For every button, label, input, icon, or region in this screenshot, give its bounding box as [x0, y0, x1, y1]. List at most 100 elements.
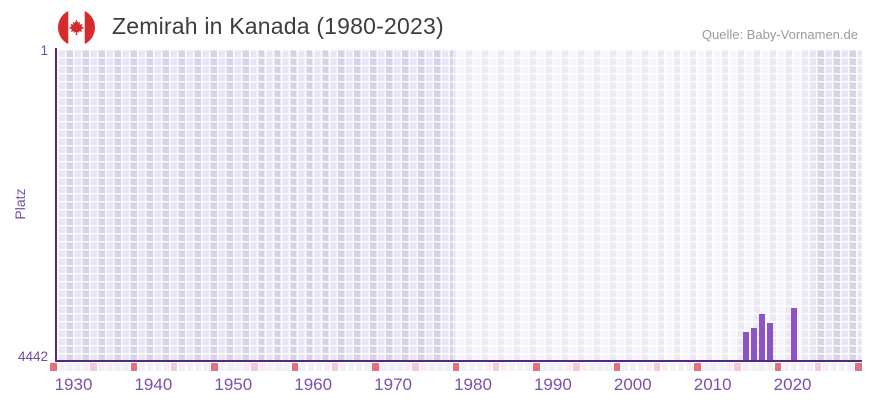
axis-strip-cell [597, 363, 604, 371]
axis-strip-cell [838, 363, 846, 371]
axis-strip-cell [202, 363, 210, 371]
x-tick-1950: 1950 [214, 375, 253, 394]
axis-strip-cell [629, 363, 637, 371]
axis-strip-cell [66, 363, 73, 371]
axis-strip-cell [661, 363, 669, 371]
axis-strip-cell [420, 363, 427, 371]
x-tick-1970: 1970 [374, 375, 413, 394]
axis-strip-cell [380, 363, 387, 371]
page-title: Zemirah in Kanada (1980-2023) [112, 13, 444, 39]
axis-strip-cell [806, 363, 814, 371]
axis-strip-cell [637, 363, 645, 371]
bar-2016[interactable] [758, 313, 766, 360]
axis-strip-cell [766, 363, 774, 371]
axis-strip-cell [170, 363, 178, 371]
x-tick-1990: 1990 [533, 375, 572, 394]
axis-strip-cell [275, 363, 282, 371]
axis-strip-cell [388, 363, 395, 371]
axis-strip-cell [291, 363, 299, 371]
bar-2015[interactable] [750, 327, 758, 360]
axis-strip-cell [581, 363, 588, 371]
axis-strip-cell [363, 363, 371, 371]
axis-strip-cell [283, 363, 291, 371]
axis-strip-cell [50, 363, 57, 371]
axis-strip-cell [428, 363, 435, 371]
y-tick-max: 4442 [17, 349, 48, 364]
axis-strip-cell [718, 363, 725, 371]
axis-strip-cell [98, 363, 105, 371]
axis-strip-cell [790, 363, 798, 371]
axis-strip-cell [468, 363, 476, 371]
axis-strip-cell [194, 363, 202, 371]
axis-strip-cell [106, 363, 113, 371]
axis-strip-cell [476, 363, 484, 371]
axis-strip-cell [235, 363, 242, 371]
axis-strip-cell [500, 363, 508, 371]
bar-2017[interactable] [766, 322, 774, 360]
axis-strip-cell [114, 363, 121, 371]
axis-strip-cell [339, 363, 347, 371]
axis-strip-cell [814, 363, 822, 371]
axis-strip-cell [307, 363, 315, 371]
axis-strip-cell [613, 363, 621, 371]
x-tick-2020: 2020 [773, 375, 812, 394]
axis-strip-cell [315, 363, 323, 371]
axis-strip-cell [82, 363, 89, 371]
axis-strip-cell [645, 363, 653, 371]
axis-strip-cell [331, 363, 339, 371]
axis-strip-cell [122, 363, 130, 371]
source-attribution: Quelle: Baby-Vornamen.de [701, 27, 858, 42]
axis-strip-cell [750, 363, 757, 371]
axis-strip-cell [162, 363, 170, 371]
axis-strip-cell [589, 363, 596, 371]
canada-flag-icon [58, 9, 95, 46]
axis-strip-cell [412, 363, 419, 371]
axis-strip-cell [436, 363, 443, 371]
plot-area [57, 49, 862, 360]
axis-strip-cell [452, 363, 460, 371]
axis-strip-cell [541, 363, 548, 371]
axis-strip-cell [227, 363, 234, 371]
axis-strip-cell [323, 363, 331, 371]
x-axis-line [55, 360, 862, 363]
axis-strip-cell [524, 363, 532, 371]
axis-strip-cell [243, 363, 250, 371]
axis-strip-cell [516, 363, 524, 371]
axis-strip-cell [742, 363, 749, 371]
axis-strip-cell [565, 363, 572, 371]
axis-strip-cell [90, 363, 97, 371]
axis-strip-cell [372, 363, 379, 371]
axis-strip-cell [251, 363, 258, 371]
axis-strip-cell [533, 363, 540, 371]
axis-strip-cell [58, 363, 65, 371]
axis-strip-cell [573, 363, 580, 371]
axis-strip-cell [677, 363, 685, 371]
axis-strip-cell [822, 363, 830, 371]
axis-strip-cell [267, 363, 274, 371]
bar-2020[interactable] [790, 308, 798, 360]
axis-strip-cell [178, 363, 186, 371]
x-tick-1940: 1940 [134, 375, 173, 394]
axis-strip-cell [855, 363, 862, 371]
grid-lines [57, 49, 862, 360]
axis-strip-cell [846, 363, 854, 371]
x-tick-2010: 2010 [693, 375, 732, 394]
axis-strip-cell [685, 363, 693, 371]
x-tick-2000: 2000 [613, 375, 652, 394]
axis-strip-cell [653, 363, 661, 371]
axis-strip-cell [154, 363, 162, 371]
y-tick-min: 1 [40, 43, 48, 58]
bar-2014[interactable] [742, 332, 750, 360]
axis-strip-cell [557, 363, 564, 371]
axis-strip-cell [74, 363, 81, 371]
axis-strip-cell [758, 363, 765, 371]
y-axis-line [55, 48, 57, 362]
x-tick-labels: 1930 1940 1950 1960 1970 1980 1990 2000 2010 2020 [0, 375, 873, 399]
axis-strip-cell [508, 363, 516, 371]
axis-strip-cell [726, 363, 733, 371]
axis-strip-cell [492, 363, 500, 371]
axis-strip-cell [774, 363, 782, 371]
axis-strip-cell [710, 363, 717, 371]
axis-strip-cell [605, 363, 613, 371]
